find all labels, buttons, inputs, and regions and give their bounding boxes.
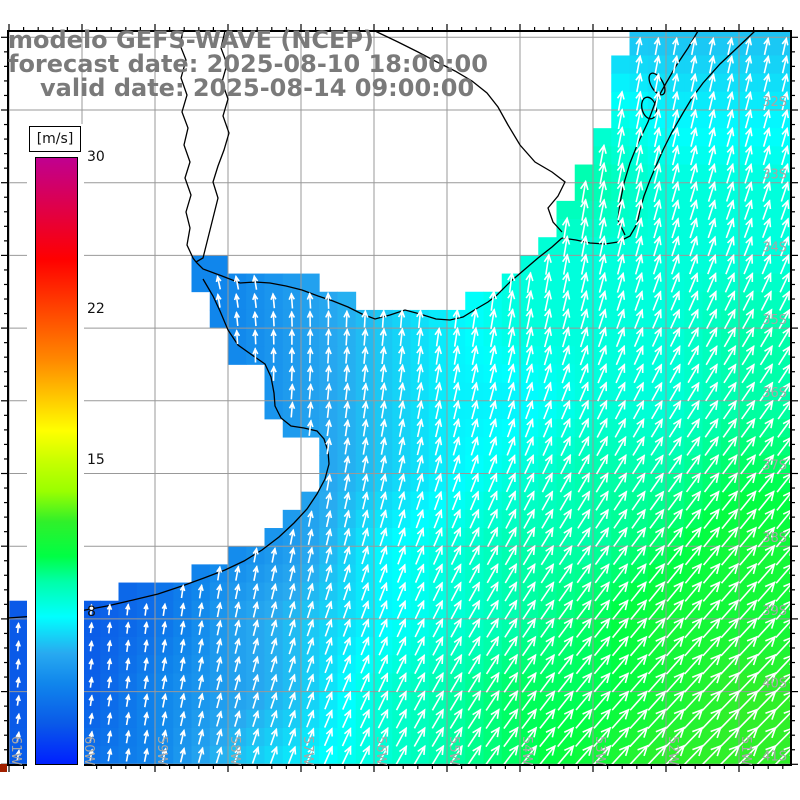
map-frame bbox=[7, 30, 792, 766]
lon-label-56W: 56W bbox=[373, 736, 388, 766]
lat-label-35S: 35S bbox=[762, 313, 787, 328]
colorbar-tick-15: 15 bbox=[87, 452, 105, 468]
lat-label-37S: 37S bbox=[762, 459, 787, 474]
colorbar-tick-30: 30 bbox=[87, 149, 105, 165]
lat-label-32S: 32S bbox=[762, 95, 787, 110]
lat-label-40S: 40S bbox=[762, 677, 787, 692]
wind-arrows bbox=[15, 36, 791, 765]
lon-label-59W: 59W bbox=[154, 736, 169, 766]
colorbar-tick-8: 8 bbox=[87, 603, 96, 620]
colorbar-tick-22: 22 bbox=[87, 300, 105, 317]
lat-label-36S: 36S bbox=[762, 386, 787, 401]
lon-label-58W: 58W bbox=[227, 736, 242, 766]
lat-label-41S: 41S bbox=[762, 749, 787, 764]
lon-label-55W: 55W bbox=[446, 736, 461, 766]
lat-label-38S: 38S bbox=[762, 531, 787, 546]
lat-label-33S: 33S bbox=[762, 168, 787, 183]
model-title: modelo GEFS-WAVE (NCEP) bbox=[8, 26, 374, 54]
colorbar: [m/s] 30 22 15 8 bbox=[27, 124, 105, 772]
lat-label-34S: 34S bbox=[762, 240, 787, 255]
colorbar-gradient bbox=[35, 157, 78, 765]
lon-label-61W: 61W bbox=[8, 736, 23, 766]
lon-label-52W: 52W bbox=[665, 736, 680, 766]
forecast-date: forecast date: 2025-08-10 18:00:00 bbox=[8, 50, 488, 78]
valid-date: valid date: 2025-08-14 09:00:00 bbox=[40, 74, 475, 102]
axis-ticks bbox=[1, 24, 798, 772]
lon-label-53W: 53W bbox=[592, 736, 607, 766]
corner-marker bbox=[0, 764, 7, 772]
lon-label-57W: 57W bbox=[300, 736, 315, 766]
colorbar-unit-label: [m/s] bbox=[29, 126, 81, 152]
lat-label-39S: 39S bbox=[762, 604, 787, 619]
lon-label-51W: 51W bbox=[738, 736, 753, 766]
lon-label-54W: 54W bbox=[519, 736, 534, 766]
lon-label-60W: 60W bbox=[81, 736, 96, 766]
axis-labels: 32S 33S 34S 35S 36S 37S 38S 39S 40S 41S 61W 60W 59W 5… bbox=[8, 95, 787, 766]
